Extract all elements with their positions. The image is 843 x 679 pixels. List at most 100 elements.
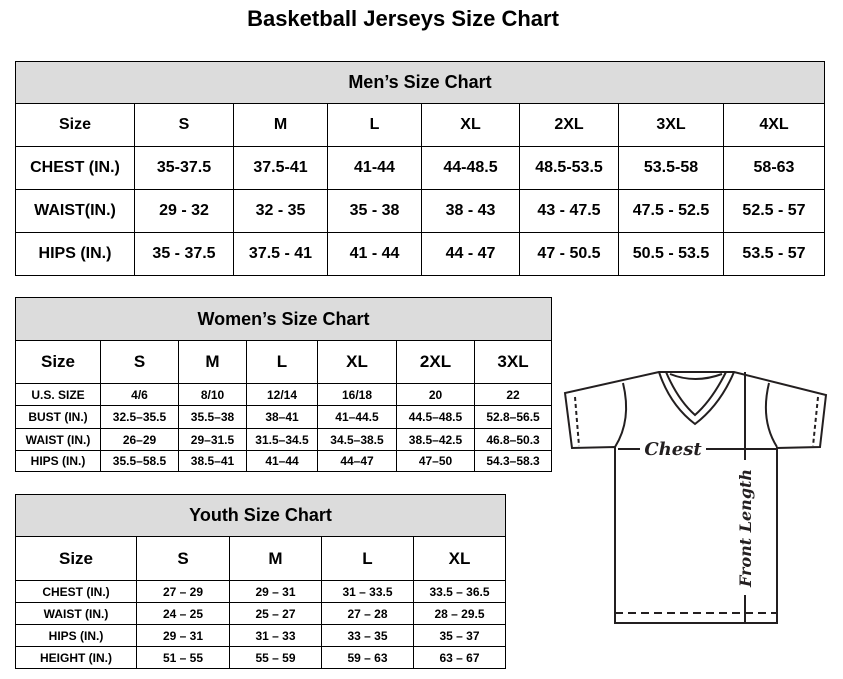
row-label: Size xyxy=(15,536,137,581)
table-cell: 12/14 xyxy=(246,383,318,406)
table-cell: 41-44 xyxy=(327,146,422,190)
table-cell: 47–50 xyxy=(396,450,475,472)
table-cell: 44 - 47 xyxy=(421,232,520,276)
table-cell: 32.5–35.5 xyxy=(100,405,179,429)
table-cell: 3XL xyxy=(618,103,724,147)
table-cell: 46.8–50.3 xyxy=(473,428,553,451)
table-cell: 54.3–58.3 xyxy=(473,450,553,472)
table-cell: 33 – 35 xyxy=(321,624,414,647)
table-cell: S xyxy=(134,103,234,147)
row-label: HEIGHT (IN.) xyxy=(15,646,137,669)
table-title: Youth Size Chart xyxy=(14,494,507,537)
table-cell: 31 – 33.5 xyxy=(321,580,414,603)
table-cell: 41 - 44 xyxy=(327,232,422,276)
table-title: Men’s Size Chart xyxy=(15,61,825,104)
table-cell: 38.5–42.5 xyxy=(396,428,475,451)
table-cell: 22 xyxy=(473,383,553,406)
table-cell: XL xyxy=(412,536,507,581)
table-cell: 38 - 43 xyxy=(421,189,520,233)
table-cell: 58-63 xyxy=(723,146,825,190)
table-cell: XL xyxy=(421,103,520,147)
table-cell: L xyxy=(246,340,318,384)
table-cell: 29 - 32 xyxy=(134,189,234,233)
row-label: HIPS (IN.) xyxy=(15,232,135,276)
table-cell: L xyxy=(327,103,422,147)
table-cell: 35 - 38 xyxy=(327,189,422,233)
table-row: U.S. SIZE 4/6 8/10 12/14 16/18 20 22 xyxy=(15,383,553,406)
row-label: WAIST(IN.) xyxy=(15,189,135,233)
table-cell: 44.5–48.5 xyxy=(396,405,475,429)
table-cell: 29–31.5 xyxy=(178,428,247,451)
row-label: U.S. SIZE xyxy=(15,383,101,406)
table-row: WAIST (IN.) 24 – 25 25 – 27 27 – 28 28 – 29.… xyxy=(15,602,507,625)
table-cell: 35-37.5 xyxy=(134,146,234,190)
row-label: HIPS (IN.) xyxy=(15,450,101,472)
size-header-row: Size S M L XL xyxy=(15,536,507,581)
row-label: CHEST (IN.) xyxy=(15,580,137,603)
row-label: WAIST (IN.) xyxy=(15,428,101,451)
table-cell: 27 – 28 xyxy=(321,602,414,625)
table-cell: 31 – 33 xyxy=(229,624,322,647)
page-title: Basketball Jerseys Size Chart xyxy=(247,6,559,31)
table-cell: 41–44 xyxy=(246,450,318,472)
table-cell: 52.8–56.5 xyxy=(473,405,553,429)
table-cell: 34.5–38.5 xyxy=(317,428,397,451)
table-cell: 47 - 50.5 xyxy=(519,232,619,276)
table-cell: 43 - 47.5 xyxy=(519,189,619,233)
size-header-row: Size S M L XL 2XL 3XL xyxy=(15,340,553,384)
table-cell: 24 – 25 xyxy=(136,602,230,625)
table-cell: 44–47 xyxy=(317,450,397,472)
table-cell: 28 – 29.5 xyxy=(412,602,507,625)
size-header-row: Size S M L XL 2XL 3XL 4XL xyxy=(15,103,825,147)
table-cell: 29 – 31 xyxy=(136,624,230,647)
womens-size-table: Women’s Size Chart Size S M L XL 2XL 3XL U.S. SI… xyxy=(14,297,553,472)
table-cell: 41–44.5 xyxy=(317,405,397,429)
table-row: CHEST (IN.) 27 – 29 29 – 31 31 – 33.5 33.5 –… xyxy=(15,580,507,603)
table-cell: 35 - 37.5 xyxy=(134,232,234,276)
table-row: WAIST(IN.) 29 - 32 32 - 35 35 - 38 38 - 43 43… xyxy=(15,189,825,233)
table-row: WAIST (IN.) 26–29 29–31.5 31.5–34.5 34.5–38.… xyxy=(15,428,553,451)
table-cell: 27 – 29 xyxy=(136,580,230,603)
table-cell: 16/18 xyxy=(317,383,397,406)
table-cell: 32 - 35 xyxy=(233,189,328,233)
table-cell: 51 – 55 xyxy=(136,646,230,669)
row-label: CHEST (IN.) xyxy=(15,146,135,190)
table-cell: 8/10 xyxy=(178,383,247,406)
table-cell: 29 – 31 xyxy=(229,580,322,603)
table-cell: 37.5-41 xyxy=(233,146,328,190)
table-cell: S xyxy=(100,340,179,384)
table-cell: 52.5 - 57 xyxy=(723,189,825,233)
row-label: HIPS (IN.) xyxy=(15,624,137,647)
table-cell: 37.5 - 41 xyxy=(233,232,328,276)
table-cell: 4/6 xyxy=(100,383,179,406)
table-cell: L xyxy=(321,536,414,581)
table-cell: 26–29 xyxy=(100,428,179,451)
table-title: Women’s Size Chart xyxy=(14,297,553,341)
table-cell: 35.5–58.5 xyxy=(100,450,179,472)
row-label: Size xyxy=(15,340,101,384)
table-cell: M xyxy=(233,103,328,147)
mens-size-table: Men’s Size Chart Size S M L XL 2XL 3XL 4XL CHEST … xyxy=(15,61,825,276)
table-cell: 20 xyxy=(396,383,475,406)
table-cell: 38–41 xyxy=(246,405,318,429)
shirt-outline-icon xyxy=(563,371,828,624)
table-cell: 63 – 67 xyxy=(412,646,507,669)
front-length-label: Front Length xyxy=(736,469,755,588)
table-cell: XL xyxy=(317,340,397,384)
table-cell: 35.5–38 xyxy=(178,405,247,429)
row-label: BUST (IN.) xyxy=(15,405,101,429)
table-cell: 47.5 - 52.5 xyxy=(618,189,724,233)
table-cell: 55 – 59 xyxy=(229,646,322,669)
table-cell: 35 – 37 xyxy=(412,624,507,647)
row-label: Size xyxy=(15,103,135,147)
table-cell: 3XL xyxy=(473,340,553,384)
table-cell: 25 – 27 xyxy=(229,602,322,625)
table-cell: 33.5 – 36.5 xyxy=(412,580,507,603)
table-cell: 4XL xyxy=(723,103,825,147)
table-cell: S xyxy=(136,536,230,581)
table-cell: 2XL xyxy=(396,340,475,384)
table-cell: M xyxy=(229,536,322,581)
table-cell: 48.5-53.5 xyxy=(519,146,619,190)
table-cell: 50.5 - 53.5 xyxy=(618,232,724,276)
table-row: HIPS (IN.) 29 – 31 31 – 33 33 – 35 35 – 37 xyxy=(15,624,507,647)
